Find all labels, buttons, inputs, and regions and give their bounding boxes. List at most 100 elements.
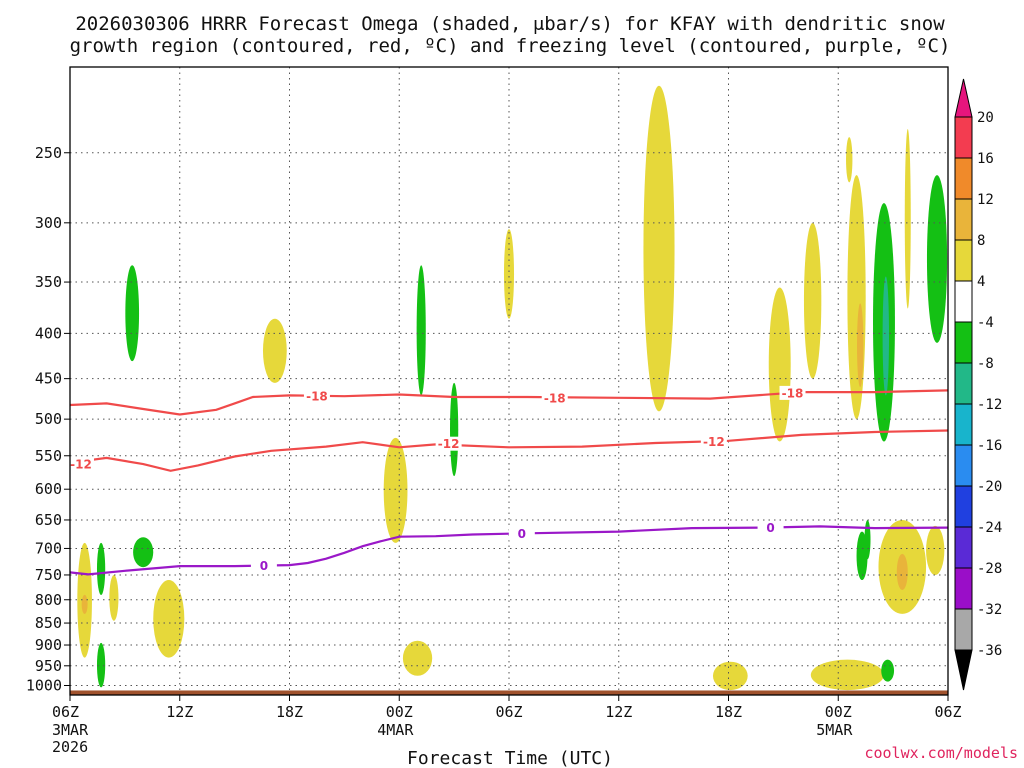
colorbar-bin-6 <box>954 362 973 405</box>
x-tick-label-3: 00Z <box>386 703 413 721</box>
omega-cell-4 <box>109 574 119 621</box>
omega-cell-13 <box>503 229 515 319</box>
x-tick-label-4: 06Z <box>495 703 522 721</box>
axes-layer: 250 300 350 400 450 500 550 600 650 700 750 800 850 9… <box>26 66 962 756</box>
contour-label-1-2: -12 <box>703 435 725 449</box>
x-tick-label-6: 18Z <box>715 703 742 721</box>
omega-cell-18 <box>810 659 884 691</box>
contour-layer: -18 -18 -18 -12 -12 -12 0 0 0 <box>67 385 949 576</box>
omega-cell-3 <box>96 642 106 688</box>
omega-cell-2 <box>96 542 106 595</box>
y-tick-label-4: 450 <box>35 370 62 388</box>
colorbar-bottom-arrow <box>954 649 973 691</box>
colorbar-bin-11 <box>954 567 973 610</box>
contour-label-bg-2-2 <box>757 520 784 535</box>
y-tick-label-11: 800 <box>35 591 62 609</box>
y-tick-label-9: 700 <box>35 539 62 557</box>
contour-line-1 <box>69 429 949 472</box>
x-tick-label-0: 06Z <box>52 703 79 721</box>
colorbar-bin-1 <box>954 157 973 200</box>
omega-cell-5 <box>125 265 140 362</box>
y-tick-label-1: 300 <box>35 214 62 232</box>
x-tick-label-5: 12Z <box>605 703 632 721</box>
contour-line-0 <box>69 389 949 416</box>
omega-cell-7 <box>153 580 185 658</box>
omega-cell-19 <box>846 137 853 183</box>
colorbar-bin-12 <box>954 608 973 651</box>
chart-title-line-1: 2026030306 HRRR Forecast Omega (shaded, … <box>75 13 945 35</box>
y-tick-label-12: 850 <box>35 614 62 632</box>
colorbar-label-12: -32 <box>977 602 1002 618</box>
x-tick-label-1: 12Z <box>166 703 193 721</box>
x-tick-sublabel-0-0: 3MAR <box>52 721 89 739</box>
y-tick-label-0: 250 <box>35 144 62 162</box>
omega-cell-14 <box>643 85 675 412</box>
omega-cell-29 <box>904 128 911 309</box>
contour-label-2-2: 0 <box>766 521 774 535</box>
y-tick-label-13: 900 <box>35 636 62 654</box>
x-tick-label-7: 00Z <box>825 703 852 721</box>
y-tick-label-3: 400 <box>35 324 62 342</box>
contour-label-0-1: -18 <box>544 391 566 405</box>
surface-terrain <box>70 690 948 695</box>
contour-label-2-1: 0 <box>518 527 526 541</box>
x-tick-sublabel-0-1: 2026 <box>52 738 88 756</box>
omega-cell-20 <box>847 175 866 420</box>
y-tick-label-6: 550 <box>35 447 62 465</box>
colorbar-bin-2 <box>954 198 973 241</box>
colorbar-top-arrow <box>954 78 973 118</box>
y-tick-label-14: 950 <box>35 657 62 675</box>
omega-cell-10 <box>402 640 433 676</box>
y-tick-label-8: 650 <box>35 511 62 529</box>
y-tick-label-10: 750 <box>35 566 62 584</box>
contour-label-bg-0-2 <box>779 385 806 400</box>
omega-cell-30 <box>926 525 945 575</box>
colorbar-bin-0 <box>954 116 973 159</box>
colorbar-label-3: 8 <box>977 233 985 249</box>
colorbar-label-4: 4 <box>977 274 985 290</box>
omega-cell-16 <box>768 287 791 442</box>
contour-label-1-1: -12 <box>438 437 460 451</box>
contour-label-0-2: -18 <box>782 386 804 400</box>
colorbar-label-0: 20 <box>977 110 994 126</box>
colorbar-label-13: -36 <box>977 643 1002 659</box>
colorbar-label-8: -16 <box>977 438 1002 454</box>
colorbar-bin-8 <box>954 444 973 487</box>
omega-cell-21 <box>856 303 864 388</box>
grid-layer <box>70 67 948 695</box>
omega-cell-12 <box>450 382 459 477</box>
credit-text: coolwx.com/models <box>864 744 1018 762</box>
colorbar-label-9: -20 <box>977 479 1002 495</box>
omega-cell-1 <box>81 594 88 614</box>
contour-label-bg-2-1 <box>508 526 535 541</box>
contour-label-bg-1-0 <box>67 457 94 472</box>
omega-colorbar: 20 16 12 8 4 -4 -8 -12 -16 -20 -24 -28 -32 -36 <box>954 78 1002 691</box>
omega-cell-15 <box>712 661 748 691</box>
colorbar-label-6: -8 <box>977 356 994 372</box>
colorbar-label-1: 16 <box>977 151 994 167</box>
contour-line-2 <box>69 525 949 576</box>
omega-cell-26 <box>881 659 895 682</box>
colorbar-bin-9 <box>954 485 973 528</box>
contour-label-2-0: 0 <box>260 559 268 573</box>
y-tick-label-2: 350 <box>35 273 62 291</box>
contour-label-bg-0-1 <box>541 390 568 405</box>
omega-cell-31 <box>926 175 948 343</box>
contour-label-bg-1-2 <box>700 434 727 449</box>
x-tick-label-8: 06Z <box>934 703 961 721</box>
chart-title-line-2: growth region (contoured, red, ºC) and f… <box>70 35 951 57</box>
omega-cell-25 <box>882 276 890 396</box>
contour-label-bg-1-1 <box>435 436 462 451</box>
colorbar-label-11: -28 <box>977 561 1002 577</box>
colorbar-bin-10 <box>954 526 973 569</box>
contour-label-bg-2-0 <box>250 558 277 573</box>
x-axis-label: Forecast Time (UTC) <box>407 748 613 768</box>
colorbar-bin-3 <box>954 239 973 282</box>
colorbar-bin-5 <box>954 321 973 364</box>
colorbar-label-5: -4 <box>977 315 994 331</box>
omega-fill-layer <box>70 85 948 695</box>
contour-label-0-0: -18 <box>306 390 328 404</box>
contour-label-bg-0-0 <box>303 389 330 404</box>
x-tick-sublabel-7-0: 5MAR <box>816 721 853 739</box>
